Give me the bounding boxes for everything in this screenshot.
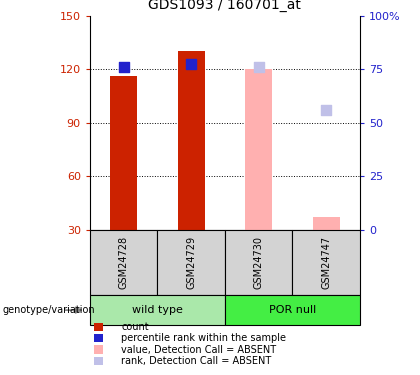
Text: value, Detection Call = ABSENT: value, Detection Call = ABSENT [121, 345, 276, 354]
Bar [178, 51, 205, 230]
Text: GSM24729: GSM24729 [186, 236, 196, 289]
Text: percentile rank within the sample: percentile rank within the sample [121, 333, 286, 343]
Title: GDS1093 / 160701_at: GDS1093 / 160701_at [149, 0, 301, 12]
Text: GSM24730: GSM24730 [254, 236, 264, 289]
Text: POR null: POR null [269, 305, 316, 315]
Point [188, 61, 194, 67]
Point [120, 64, 127, 70]
Text: count: count [121, 322, 149, 332]
Text: GSM24747: GSM24747 [321, 236, 331, 289]
Bar [110, 76, 137, 230]
Text: GSM24728: GSM24728 [118, 236, 129, 289]
Point [255, 64, 262, 70]
Text: rank, Detection Call = ABSENT: rank, Detection Call = ABSENT [121, 356, 272, 366]
Bar [312, 217, 340, 230]
Point [323, 107, 330, 113]
Text: wild type: wild type [132, 305, 183, 315]
Text: genotype/variation: genotype/variation [2, 305, 95, 315]
Bar [245, 69, 272, 230]
